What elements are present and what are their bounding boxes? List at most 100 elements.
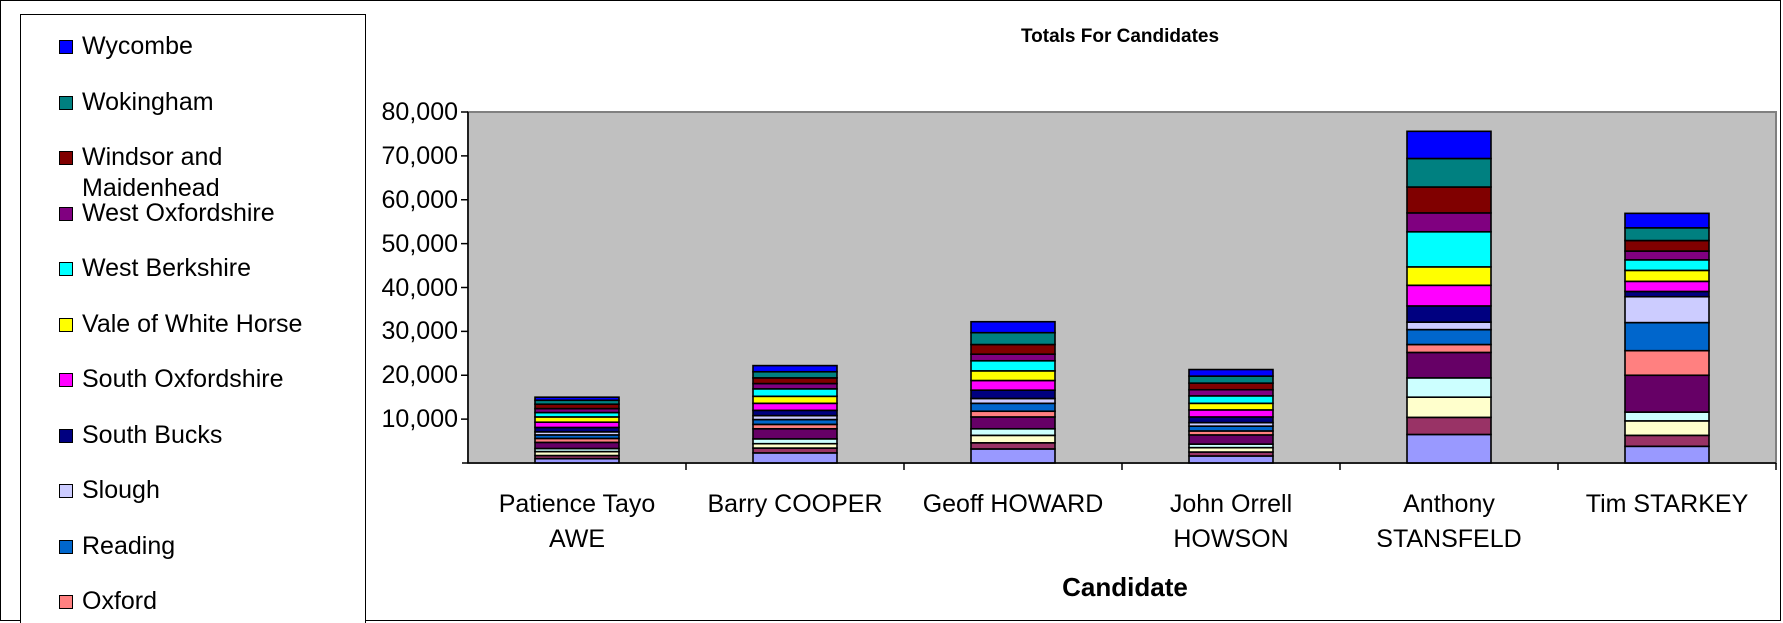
- bar-segment-5-11: [1624, 259, 1710, 272]
- bar-segment-1-4: [752, 427, 838, 440]
- bar-segment-4-5: [1406, 343, 1492, 354]
- bar-segment-1-11: [752, 388, 838, 398]
- x-tick-label: John Orrell HOWSON: [1169, 490, 1293, 553]
- bar-segment-3-11: [1188, 395, 1274, 405]
- legend-swatch: [59, 262, 73, 276]
- bar-segment-5-14: [1624, 227, 1710, 242]
- bar-segment-4-10: [1406, 266, 1492, 287]
- bar-segment-2-14: [970, 331, 1056, 346]
- legend-label: Wokingham: [82, 87, 214, 116]
- x-tick-label: Geoff HOWARD: [922, 490, 1104, 518]
- bar-segment-5-4: [1624, 374, 1710, 413]
- bar-segment-2-3: [970, 427, 1056, 437]
- chart-legend: Wycombe Wokingham Windsor and Maidenhead We…: [20, 14, 366, 623]
- bar-segment-0-15: [534, 396, 620, 402]
- legend-label: Reading: [82, 531, 176, 560]
- bar-segment-4-11: [1406, 230, 1492, 268]
- bar-segment-4-13: [1406, 186, 1492, 214]
- bar-segment-3-4: [1188, 434, 1274, 445]
- bar-segment-4-6: [1406, 328, 1492, 346]
- bar-segment-4-9: [1406, 284, 1492, 307]
- y-tick-label: 40,000: [381, 273, 458, 302]
- bar-segment-5-0: [1624, 445, 1710, 464]
- bar-segment-1-9: [752, 402, 838, 412]
- bar-segment-4-3: [1406, 377, 1492, 398]
- bar-segment-1-0: [752, 452, 838, 464]
- bar-segment-2-11: [970, 359, 1056, 372]
- y-tick-label: 60,000: [381, 185, 458, 214]
- bar-segment-2-12: [970, 353, 1056, 362]
- bar-segment-1-14: [752, 370, 838, 379]
- legend-label: South Bucks: [82, 420, 223, 449]
- x-tick-label: Patience Tayo AWE: [498, 490, 656, 553]
- bar-segment-1-10: [752, 395, 838, 405]
- bar-segment-2-4: [970, 416, 1056, 430]
- bar-segment-4-7: [1406, 321, 1492, 331]
- legend-swatch: [59, 595, 73, 609]
- bar-segment-2-5: [970, 410, 1056, 418]
- y-tick-label: 20,000: [381, 361, 458, 390]
- bar-segment-3-10: [1188, 402, 1274, 411]
- x-tick-label: Tim STARKEY: [1585, 490, 1749, 518]
- bar-segment-4-8: [1406, 305, 1492, 323]
- bar-segment-5-5: [1624, 349, 1710, 377]
- legend-swatch: [59, 151, 73, 165]
- bar-segment-4-14: [1406, 157, 1492, 188]
- legend-swatch: [59, 40, 73, 54]
- bar-segment-5-13: [1624, 239, 1710, 252]
- y-tick-label: 30,000: [381, 317, 458, 346]
- bar-segment-5-7: [1624, 295, 1710, 324]
- bar-segment-3-9: [1188, 409, 1274, 418]
- bar-segment-2-9: [970, 379, 1056, 391]
- y-tick-label: 10,000: [381, 405, 458, 434]
- y-tick-label: 80,000: [381, 98, 458, 126]
- bar-segment-3-13: [1188, 382, 1274, 391]
- bar-segment-4-12: [1406, 212, 1492, 233]
- bar-segment-2-2: [970, 434, 1056, 444]
- bar-segment-2-0: [970, 448, 1056, 464]
- bar-segment-3-12: [1188, 388, 1274, 397]
- legend-label: West Oxfordshire: [82, 198, 275, 227]
- bar-segment-4-15: [1406, 130, 1492, 160]
- bar-segment-5-9: [1624, 280, 1710, 293]
- legend-swatch: [59, 484, 73, 498]
- bar-segment-1-13: [752, 377, 838, 385]
- bar-segment-5-15: [1624, 212, 1710, 229]
- legend-label: Vale of White Horse: [82, 309, 303, 338]
- bar-segment-4-1: [1406, 416, 1492, 436]
- legend-swatch: [59, 206, 73, 221]
- bar-segment-2-1: [970, 442, 1056, 450]
- legend-label: Wycombe: [82, 32, 193, 60]
- bar-segment-5-3: [1624, 411, 1710, 422]
- bar-segment-2-10: [970, 370, 1056, 382]
- legend-label: Windsor and Maidenhead: [82, 143, 223, 202]
- legend-swatch: [59, 95, 73, 110]
- x-tick-label: Anthony STANSFELD: [1376, 490, 1522, 553]
- legend-label: West Berkshire: [82, 254, 252, 282]
- legend-swatch: [59, 373, 73, 387]
- bar-segment-2-13: [970, 343, 1056, 355]
- bar-segment-2-8: [970, 389, 1056, 400]
- bar-segment-3-0: [1188, 455, 1274, 464]
- bar-segment-2-15: [970, 320, 1056, 334]
- x-axis-title: Candidate: [1062, 572, 1188, 602]
- bar-segment-5-1: [1624, 434, 1710, 448]
- legend-label: Oxford: [82, 587, 158, 615]
- bar-segment-3-14: [1188, 375, 1274, 384]
- plot-area: [467, 111, 1777, 464]
- bar-segment-5-10: [1624, 269, 1710, 283]
- y-tick-label: 50,000: [381, 229, 458, 258]
- bar-segment-3-15: [1188, 368, 1274, 377]
- x-tick-label: Barry COOPER: [707, 490, 883, 518]
- legend-swatch: [59, 539, 73, 554]
- bar-segment-4-2: [1406, 396, 1492, 419]
- bar-segment-2-6: [970, 402, 1056, 413]
- bar-segment-4-4: [1406, 351, 1492, 379]
- legend-label: Slough: [82, 476, 160, 504]
- bar-segment-4-0: [1406, 433, 1492, 464]
- y-tick-label: 70,000: [381, 141, 458, 170]
- chart-title: Totals For Candidates: [1020, 26, 1220, 47]
- legend-swatch: [59, 428, 73, 443]
